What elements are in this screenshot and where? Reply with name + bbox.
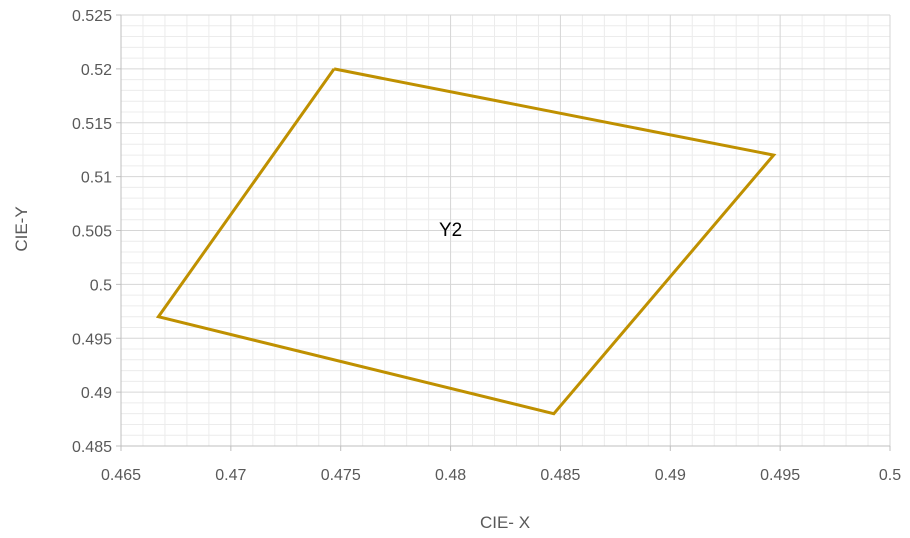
y-tick-label: 0.525 (72, 8, 112, 25)
x-tick-label: 0.5 (879, 467, 901, 484)
y-tick-label: 0.515 (72, 116, 112, 133)
y-tick-label: 0.495 (72, 331, 112, 348)
x-tick-label: 0.485 (540, 467, 580, 484)
y-tick-label: 0.51 (81, 170, 112, 187)
y-axis-title: CIE-Y (12, 206, 31, 251)
y-tick-label: 0.505 (72, 224, 112, 241)
x-tick-label: 0.465 (101, 467, 141, 484)
x-axis-title: CIE- X (480, 513, 530, 532)
x-tick-label: 0.49 (655, 467, 686, 484)
annotation-label: Y2 (439, 220, 462, 241)
y-tick-label: 0.52 (81, 62, 112, 79)
y-tick-label: 0.5 (90, 277, 112, 294)
y-tick-labels: 0.485 0.49 0.495 0.5 0.505 0.51 0.515 0.52 0.525 (72, 8, 112, 456)
series-layer (155, 67, 777, 416)
y-tick-label: 0.49 (81, 385, 112, 402)
axes (116, 14, 891, 451)
series-line-1 (155, 67, 777, 416)
annotation-layer: Y2 (439, 220, 462, 241)
x-tick-label: 0.475 (321, 467, 361, 484)
x-tick-label: 0.47 (215, 467, 246, 484)
x-tick-label: 0.48 (435, 467, 466, 484)
y-tick-label: 0.485 (72, 439, 112, 456)
x-tick-label: 0.495 (760, 467, 800, 484)
x-tick-labels: 0.465 0.47 0.475 0.48 0.485 0.49 0.495 0.5 (101, 467, 901, 484)
